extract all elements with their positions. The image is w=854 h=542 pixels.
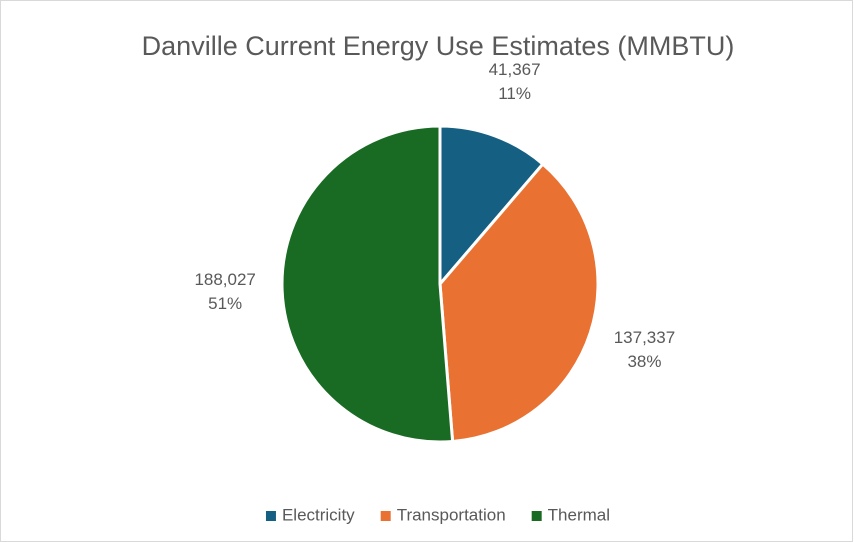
pie-slice bbox=[280, 124, 455, 444]
data-label-value: 137,337 bbox=[614, 328, 675, 347]
pie-slice bbox=[438, 124, 545, 289]
legend-marker bbox=[380, 511, 391, 521]
legend-label: Transportation bbox=[397, 505, 506, 524]
data-label-percent: 38% bbox=[627, 352, 661, 371]
chart-title: Danville Current Energy Use Estimates (M… bbox=[142, 31, 735, 61]
legend-marker bbox=[531, 511, 542, 521]
data-label-value: 188,027 bbox=[194, 270, 255, 289]
legend-marker bbox=[265, 511, 276, 521]
data-label-value: 41,367 bbox=[489, 60, 541, 79]
data-label-percent: 51% bbox=[208, 294, 242, 313]
data-label-percent: 11% bbox=[498, 84, 531, 103]
legend-label: Electricity bbox=[282, 505, 355, 524]
legend-label: Thermal bbox=[548, 505, 610, 524]
pie-slice bbox=[438, 161, 600, 444]
